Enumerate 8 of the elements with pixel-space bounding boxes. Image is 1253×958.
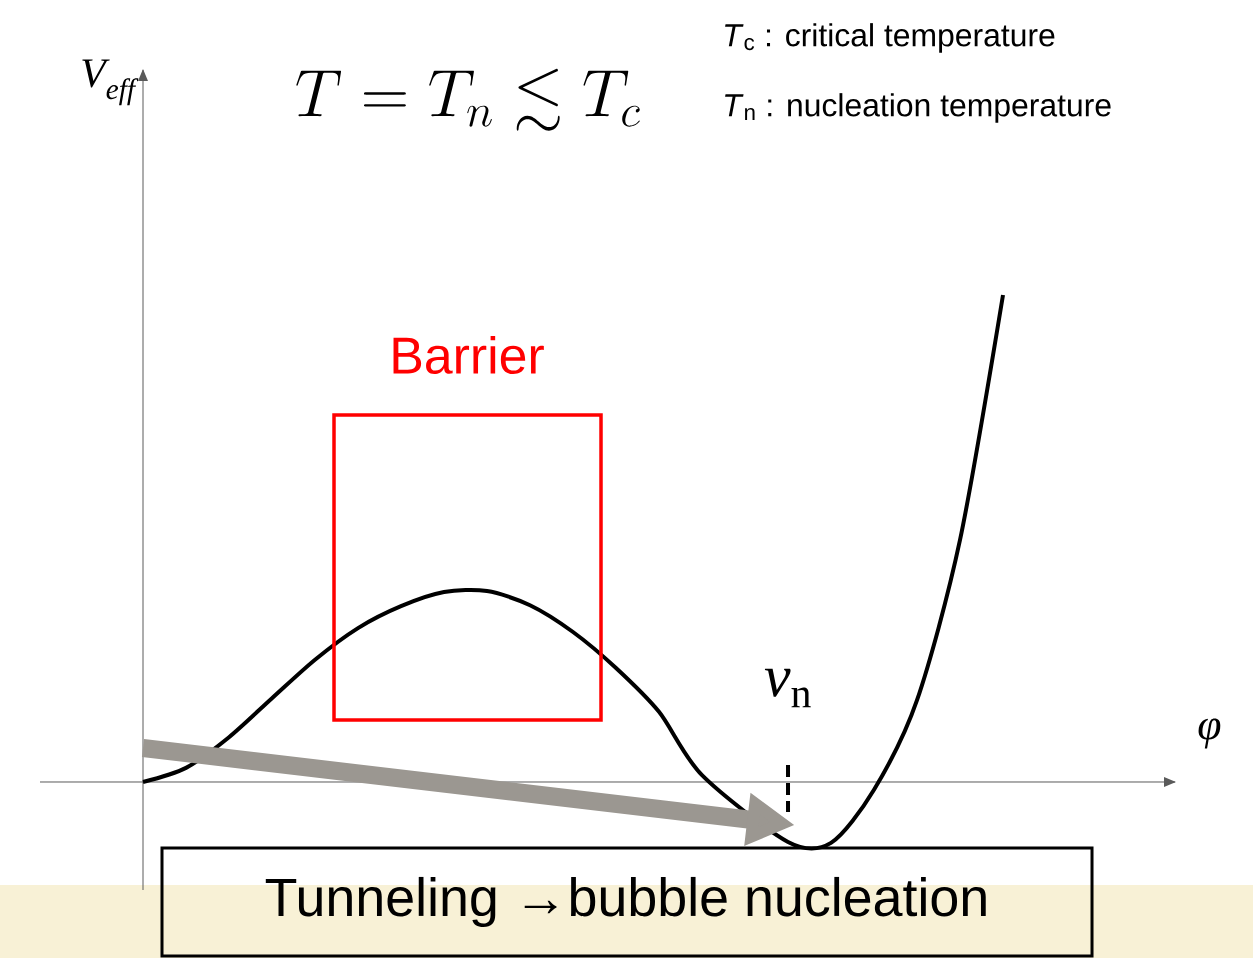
annotation: v$_{n}$ [764, 668, 811, 708]
text: $T = T_n \lesssim T_c$ [296, 68, 640, 131]
text: T$_{c}$ : critical temperature [725, 23, 1055, 53]
text: Tunneling →bubble nucleation [265, 876, 986, 928]
annotation: Barrier [393, 335, 544, 375]
y-axis-title: V$_{eff}$ [82, 59, 139, 106]
x-axis-title: φ [1198, 718, 1221, 749]
text: T$_{n}$ : nucleation temperature [725, 93, 1111, 123]
